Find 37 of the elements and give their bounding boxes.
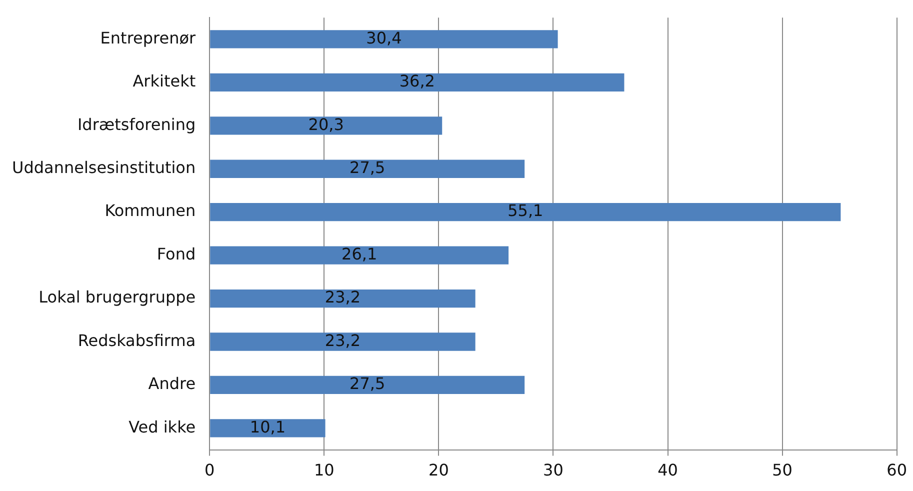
y-tick-label: Redskabsfirma — [78, 330, 196, 350]
x-tick-label: 60 — [886, 460, 907, 480]
data-label: 36,2 — [399, 72, 435, 91]
data-label: 30,4 — [366, 28, 402, 48]
bar — [210, 30, 558, 48]
bar — [210, 73, 624, 92]
data-label: 27,5 — [350, 374, 386, 394]
bar — [210, 246, 509, 264]
x-tick-label: 30 — [543, 460, 564, 480]
y-tick-label: Entreprenør — [100, 28, 196, 48]
data-label: 20,3 — [308, 114, 344, 134]
bar — [210, 116, 442, 135]
y-tick-label: Andre — [148, 374, 196, 394]
bar — [210, 160, 525, 178]
y-tick-label: Kommunen — [104, 201, 196, 220]
data-label: 10,1 — [250, 417, 286, 436]
data-label: 26,1 — [342, 244, 378, 264]
x-tick-label: 40 — [658, 460, 678, 480]
x-tick-label: 20 — [428, 460, 449, 480]
y-tick-label: Uddannelsesinstitution — [12, 158, 196, 178]
y-tick-label: Ved ikke — [128, 417, 196, 436]
data-label: 55,1 — [508, 201, 544, 220]
y-tick-label: Fond — [156, 244, 196, 264]
x-tick-label: 50 — [772, 460, 792, 480]
y-tick-label: Idrætsforening — [77, 114, 196, 134]
y-tick-label: Arkitekt — [132, 72, 196, 91]
data-label: 23,2 — [324, 288, 361, 307]
x-tick-label: 10 — [314, 460, 334, 480]
bar — [210, 203, 841, 222]
bar — [210, 289, 476, 308]
data-label: 27,5 — [350, 158, 386, 178]
y-tick-label: Lokal brugergruppe — [38, 288, 196, 307]
bar — [210, 419, 326, 438]
data-label: 23,2 — [324, 330, 361, 350]
x-tick-label: 0 — [204, 460, 215, 480]
bar — [210, 376, 525, 394]
bar — [210, 332, 476, 351]
